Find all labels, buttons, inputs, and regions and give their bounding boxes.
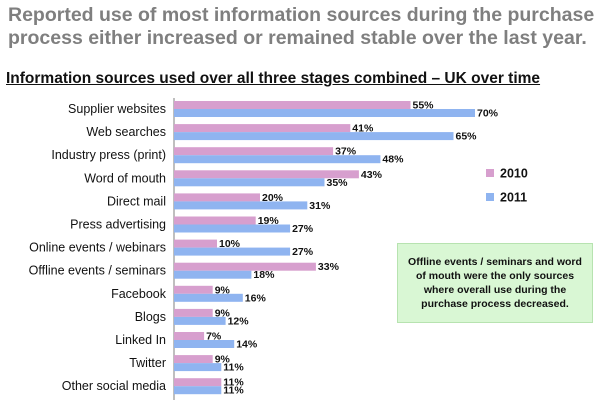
category-label: Other social media — [62, 379, 166, 393]
value-label-2011: 14% — [236, 339, 258, 351]
category-label: Supplier websites — [68, 102, 166, 116]
value-label-2011: 11% — [223, 362, 244, 374]
value-label-2011: 70% — [477, 108, 499, 120]
category-label: Word of mouth — [84, 171, 166, 185]
category-label: Facebook — [111, 287, 167, 301]
bar-2011 — [174, 293, 243, 302]
bar-2010 — [174, 101, 411, 109]
category-label: Online events / webinars — [29, 241, 166, 255]
bar-2010 — [174, 170, 359, 179]
bar-2010 — [174, 378, 222, 387]
value-label-2011: 16% — [245, 292, 267, 304]
category-label: Linked In — [115, 333, 166, 347]
bar-2011 — [174, 340, 235, 348]
category-label: Press advertising — [70, 218, 166, 232]
bar-2011 — [174, 270, 252, 279]
value-label-2011: 18% — [253, 269, 275, 281]
value-label-2010: 37% — [335, 146, 357, 158]
value-label-2010: 9% — [215, 354, 231, 366]
value-label-2010: 7% — [206, 331, 222, 343]
chart-title: Information sources used over all three … — [6, 70, 541, 87]
bar-2010 — [174, 285, 213, 294]
bar-2010 — [174, 239, 217, 248]
bar-2010 — [174, 124, 351, 133]
category-label: Twitter — [129, 356, 166, 370]
value-label-2010: 10% — [219, 238, 241, 250]
category-label: Blogs — [135, 310, 166, 324]
bar-2010 — [174, 216, 256, 225]
bar-2011 — [174, 224, 291, 233]
bar-2011 — [174, 132, 454, 141]
callout-note: Offline events / seminars and word of mo… — [397, 243, 593, 323]
value-label-2011: 35% — [327, 177, 349, 189]
bar-2011 — [174, 201, 308, 210]
value-label-2011: 12% — [228, 315, 250, 327]
value-label-2011: 11% — [223, 385, 244, 397]
value-label-2010: 55% — [413, 100, 435, 112]
bar-2011 — [174, 178, 325, 187]
bar-2011 — [174, 247, 291, 256]
value-label-2010: 33% — [318, 261, 340, 273]
legend-label-2010: 2010 — [500, 167, 528, 181]
bar-2010 — [174, 262, 316, 271]
value-label-2011: 65% — [456, 131, 478, 143]
value-label-2011: 48% — [382, 154, 404, 166]
bar-2011 — [174, 363, 222, 372]
category-label: Industry press (print) — [51, 148, 166, 162]
value-label-2010: 20% — [262, 192, 284, 204]
value-label-2010: 11% — [223, 377, 244, 389]
value-label-2010: 41% — [352, 123, 374, 135]
category-label: Offline events / seminars — [29, 264, 166, 278]
bar-2011 — [174, 386, 222, 395]
bar-2010 — [174, 147, 334, 156]
headline: Reported use of most information sources… — [8, 4, 595, 49]
value-label-2010: 19% — [258, 215, 280, 227]
bar-2011 — [174, 155, 381, 164]
value-label-2010: 9% — [215, 307, 231, 319]
legend-swatch-2011 — [486, 193, 494, 201]
bar-2010 — [174, 308, 213, 317]
bar-2011 — [174, 316, 226, 325]
legend-label-2011: 2011 — [500, 191, 527, 205]
value-label-2011: 31% — [309, 200, 331, 212]
bar-2011 — [174, 109, 475, 117]
value-label-2010: 43% — [361, 169, 383, 181]
category-label: Web searches — [86, 125, 166, 139]
bar-2010 — [174, 332, 205, 340]
value-label-2011: 27% — [292, 246, 314, 258]
bar-2010 — [174, 193, 260, 202]
category-label: Direct mail — [107, 194, 166, 208]
legend-swatch-2010 — [486, 169, 494, 177]
value-label-2011: 27% — [292, 223, 314, 235]
bar-2010 — [174, 355, 213, 364]
value-label-2010: 9% — [215, 284, 231, 296]
